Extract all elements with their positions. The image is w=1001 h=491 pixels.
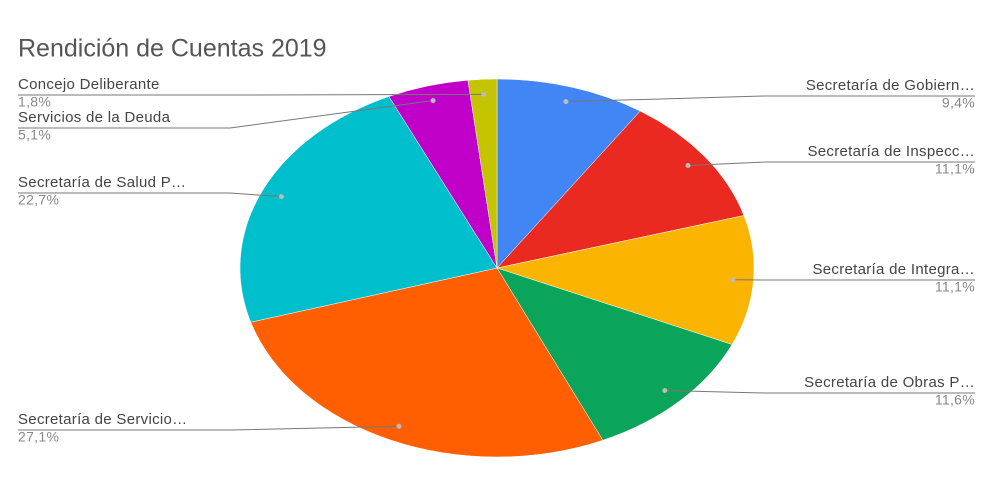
slice-label: Concejo Deliberante	[18, 76, 160, 93]
leader-line	[18, 93, 484, 96]
leader-line	[664, 389, 975, 394]
pie-slice	[496, 215, 755, 345]
leader-line	[565, 95, 975, 103]
slice-label: Servicios de la Deuda	[18, 109, 171, 126]
pie-slice	[239, 96, 498, 323]
leader-dot	[685, 162, 691, 168]
slice-label: Secretaría de Inspecc…	[807, 143, 975, 160]
leader-line	[18, 192, 282, 198]
leader-dot	[662, 387, 668, 393]
slice-label: Secretaría de Salud P…	[18, 174, 186, 191]
leader-dot	[481, 91, 487, 97]
slice-value: 27,1%	[18, 429, 59, 445]
slice-value: 5,1%	[18, 127, 51, 143]
slice-label: Secretaría de Integra…	[812, 261, 975, 278]
pie-slice	[496, 78, 641, 269]
leader-line	[18, 425, 399, 431]
leader-dot	[278, 194, 284, 200]
slice-value: 11,1%	[935, 161, 975, 177]
slice-value: 1,8%	[18, 94, 51, 110]
pie-slice	[496, 267, 733, 441]
slice-label: Secretaría de Servicio…	[18, 411, 187, 428]
pie-slice	[496, 110, 745, 269]
pie-slice	[467, 78, 498, 269]
leader-dot	[430, 98, 436, 104]
leader-dot	[563, 99, 569, 105]
pie-slice	[250, 267, 604, 458]
slice-value: 9,4%	[942, 95, 975, 111]
leader-dot	[730, 277, 736, 283]
slice-label: Secretaría de Gobiern…	[806, 77, 975, 94]
slice-value: 11,1%	[935, 279, 975, 295]
chart-title: Rendición de Cuentas 2019	[18, 35, 327, 63]
leader-line	[687, 161, 975, 166]
leader-line	[18, 100, 434, 129]
leader-dot	[396, 423, 402, 429]
slice-label: Secretaría de Obras P…	[804, 374, 975, 391]
slice-value: 22,7%	[18, 192, 59, 208]
slice-value: 11,6%	[935, 392, 975, 408]
